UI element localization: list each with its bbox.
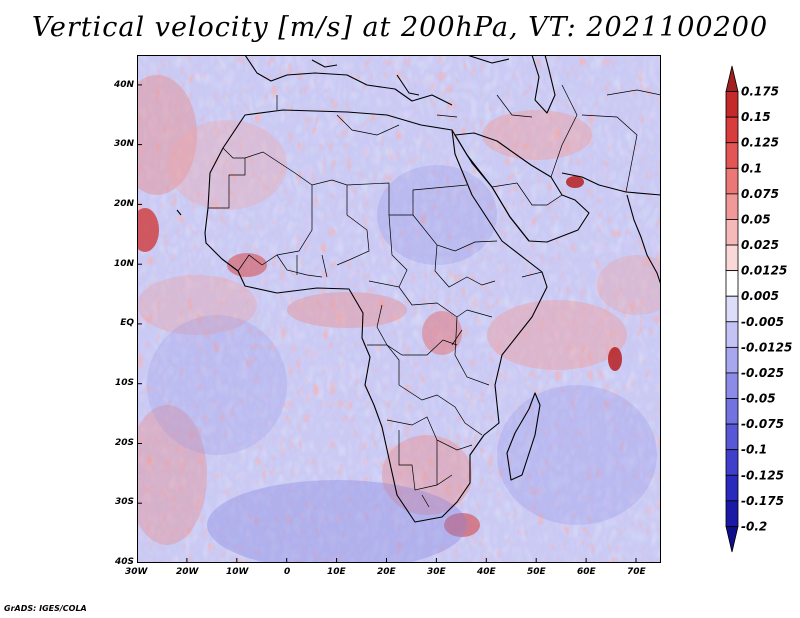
lat-label: 30N [113,139,134,149]
lon-label: 70E [627,567,646,577]
lon-label: 50E [527,567,546,577]
colorbar-swatch [725,91,739,118]
map-svg [137,54,662,563]
colorbar-level-label: -0.075 [741,417,784,431]
colorbar-swatch [725,295,739,323]
colorbar-level-label: -0.2 [741,519,767,533]
colorbar-level-label: -0.175 [741,494,784,508]
colorbar-swatch [725,321,739,348]
colorbar-level-label: 0.1 [741,161,762,175]
colorbar-level-label: -0.025 [741,366,784,380]
coastlines [176,54,662,523]
colorbar-swatch [725,346,739,374]
footer-credit: GrADS: IGES/COLA [4,604,87,613]
country-borders [208,84,662,508]
axis-ticks [137,84,637,563]
lat-label: 10S [114,378,134,388]
lat-label: 10N [113,259,134,269]
colorbar-swatch [725,116,739,144]
colorbar-level-label: 0.175 [741,85,779,99]
colorbar-swatch [725,244,739,272]
colorbar-level-label: 0.025 [741,238,779,252]
lon-label: 30E [427,567,446,577]
colorbar-level-label: 0.15 [741,110,771,124]
colorbar-swatch [725,474,739,502]
colorbar-level-label: -0.05 [741,392,776,406]
colorbar-level-label: -0.125 [741,468,784,482]
colorbar-swatch [725,219,739,246]
colorbar-swatch [725,372,739,399]
lon-label: 20W [176,567,199,577]
lat-label: EQ [120,318,134,328]
colorbar-swatch [725,423,739,451]
colorbar-swatch [725,193,739,220]
map-panel [137,54,662,563]
colorbar-swatch [725,500,739,527]
chart-title: Vertical velocity [m/s] at 200hPa, VT: 2… [31,12,769,43]
lat-label: 40N [113,80,134,90]
colorbar-level-label: 0.05 [741,212,771,226]
colorbar-level-label: 0.075 [741,187,779,201]
colorbar: 0.175 0.15 0.125 0.1 0.075 0.05 0.025 0.0125 0.0… [718,62,800,556]
map-frame [137,55,661,563]
lat-label: 20N [113,199,134,209]
colorbar-level-label: -0.005 [741,315,784,329]
lat-label: 20S [114,438,134,448]
colorbar-swatch [725,449,739,476]
lon-label: 30W [125,567,148,577]
lon-label: 20E [377,567,396,577]
lon-label: 10E [327,567,346,577]
lat-label: 40S [114,557,134,567]
velocity-field [137,55,661,563]
colorbar-level-label: 0.125 [741,136,779,150]
lon-label: 40E [477,567,496,577]
colorbar-level-label: -0.0125 [741,340,792,354]
colorbar-level-label: 0.0125 [741,264,787,278]
colorbar-swatch [725,142,739,169]
lon-label: 10W [226,567,249,577]
colorbar-svg: 0.175 0.15 0.125 0.1 0.075 0.05 0.025 0.0125 0.0… [725,65,792,553]
lat-label: 30S [114,497,134,507]
colorbar-level-label: -0.1 [741,443,767,457]
colorbar-swatch [725,398,739,425]
lon-label: 0 [284,567,291,577]
colorbar-swatch [725,270,739,297]
lon-label: 60E [577,567,596,577]
colorbar-swatch [725,65,739,92]
colorbar-swatch [725,167,739,195]
colorbar-level-label: 0.005 [741,289,779,303]
colorbar-swatch [725,526,739,553]
